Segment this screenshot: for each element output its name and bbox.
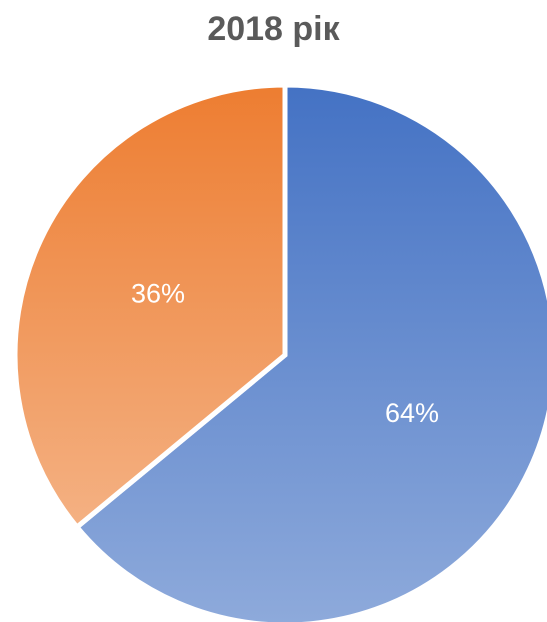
slice-label-2: 36% xyxy=(131,278,185,308)
pie-slices xyxy=(12,82,547,622)
chart-title: 2018 рік xyxy=(207,10,340,48)
pie-labels: 64% 36% xyxy=(131,278,439,428)
pie-slice-1 xyxy=(73,82,547,622)
pie-slice-2 xyxy=(12,82,288,531)
slice-label-1: 64% xyxy=(385,398,439,428)
